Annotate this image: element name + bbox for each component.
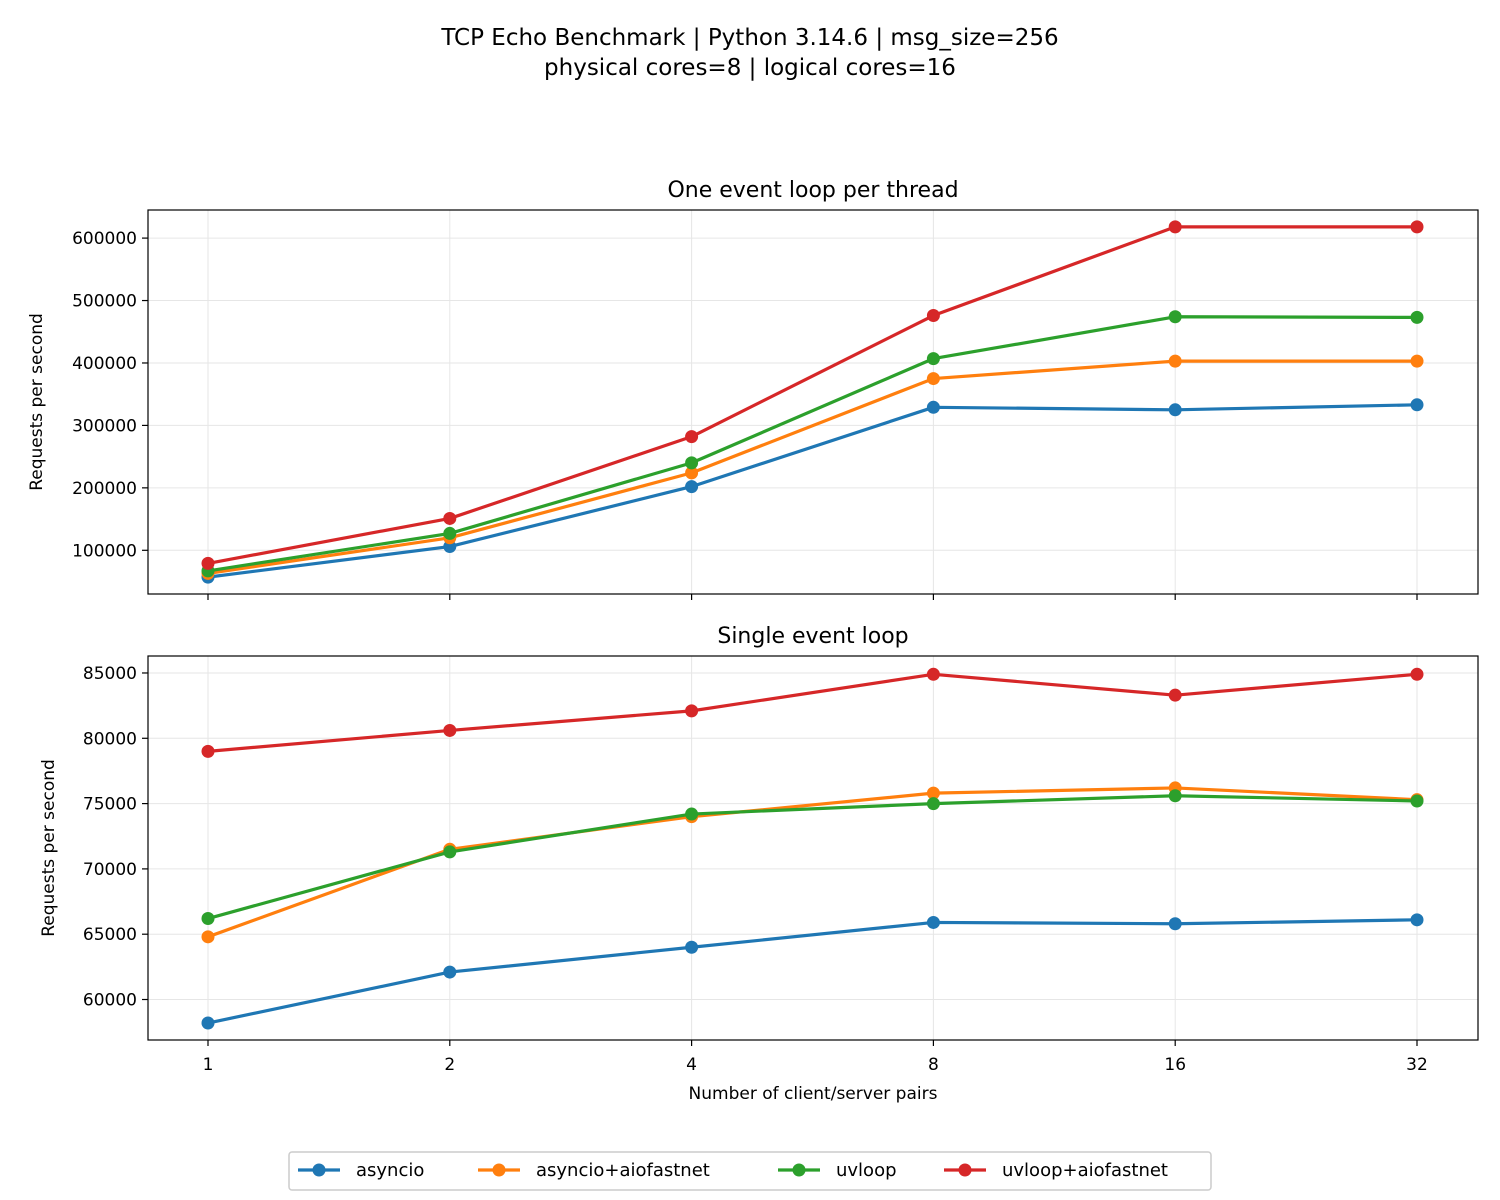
data-point-uvloop-aiofastnet	[926, 309, 940, 323]
data-point-asyncio	[926, 400, 940, 414]
data-point-uvloop-aiofastnet	[1410, 220, 1424, 234]
data-point-uvloop	[1168, 789, 1182, 803]
data-point-uvloop	[443, 845, 457, 859]
figure-title-line2: physical cores=8 | logical cores=16	[544, 55, 956, 81]
data-point-asyncio	[443, 965, 457, 979]
y-tick-label: 500000	[72, 292, 137, 312]
data-point-asyncio	[1168, 403, 1182, 417]
axes-frame	[147, 655, 1479, 1041]
data-point-asyncio	[201, 1016, 215, 1030]
data-point-asyncio	[685, 940, 699, 954]
y-tick-label: 100000	[72, 541, 137, 561]
data-point-uvloop-aiofastnet	[685, 430, 699, 444]
x-axis-label: Number of client/server pairs	[689, 1084, 938, 1104]
data-point-asyncio	[1410, 398, 1424, 412]
data-point-uvloop	[1168, 310, 1182, 324]
series-line-asyncio	[207, 403, 1418, 579]
data-point-uvloop	[685, 456, 699, 470]
y-tick-label: 70000	[83, 860, 137, 880]
y-tick-label: 600000	[72, 229, 137, 249]
figure-title-line1: TCP Echo Benchmark | Python 3.14.6 | msg…	[440, 25, 1058, 51]
x-tick-label: 8	[928, 1055, 939, 1075]
y-axis-label: Requests per second	[27, 313, 47, 491]
legend-label-uvloop: uvloop	[836, 1160, 897, 1181]
y-tick-label: 80000	[83, 729, 137, 749]
series-line-asyncio-aiofastnet	[207, 359, 1417, 575]
data-point-uvloop-aiofastnet	[443, 511, 457, 525]
axes-frame	[147, 209, 1479, 595]
data-point-uvloop	[1410, 310, 1424, 324]
y-tick-label: 75000	[83, 795, 137, 815]
data-point-asyncio-aiofastnet	[926, 372, 940, 386]
data-point-uvloop-aiofastnet	[926, 667, 940, 681]
data-point-asyncio	[1168, 917, 1182, 931]
data-point-uvloop-aiofastnet	[201, 744, 215, 758]
legend-frame	[288, 1151, 1212, 1191]
legend-marker-asyncio-aiofastnet	[492, 1163, 506, 1177]
series-line-uvloop	[207, 315, 1418, 573]
series-line-uvloop-aiofastnet	[207, 225, 1417, 565]
legend-label-uvloop-aiofastnet: uvloop+aiofastnet	[1002, 1160, 1168, 1181]
series-line-uvloop	[207, 794, 1418, 921]
legend-marker-uvloop-aiofastnet	[958, 1163, 972, 1177]
data-point-uvloop-aiofastnet	[201, 556, 215, 570]
data-point-asyncio-aiofastnet	[685, 466, 699, 480]
legend-marker-uvloop	[792, 1163, 806, 1177]
data-point-uvloop	[201, 912, 215, 926]
legend-label-asyncio: asyncio	[356, 1160, 424, 1181]
series-line-uvloop-aiofastnet	[207, 672, 1418, 753]
y-tick-label: 65000	[83, 925, 137, 945]
data-point-uvloop-aiofastnet	[1410, 667, 1424, 681]
data-point-uvloop-aiofastnet	[685, 704, 699, 718]
data-point-asyncio-aiofastnet	[201, 930, 215, 944]
data-point-asyncio	[685, 480, 699, 494]
data-point-uvloop-aiofastnet	[1168, 688, 1182, 702]
data-point-asyncio	[1410, 913, 1424, 927]
data-point-asyncio-aiofastnet	[926, 786, 940, 800]
data-point-asyncio-aiofastnet	[1410, 354, 1424, 368]
data-point-uvloop	[443, 526, 457, 540]
data-point-uvloop	[926, 797, 940, 811]
panel-title: One event loop per thread	[667, 178, 958, 203]
y-tick-label: 300000	[72, 416, 137, 436]
data-point-asyncio-aiofastnet	[1168, 354, 1182, 368]
series-line-asyncio	[207, 918, 1418, 1025]
x-tick-label: 2	[444, 1055, 455, 1075]
x-tick-label: 1	[203, 1055, 214, 1075]
data-point-uvloop-aiofastnet	[1168, 220, 1182, 234]
legend-marker-asyncio	[312, 1163, 326, 1177]
data-point-asyncio	[926, 915, 940, 929]
data-point-uvloop-aiofastnet	[443, 723, 457, 737]
legend-label-asyncio-aiofastnet: asyncio+aiofastnet	[536, 1160, 710, 1181]
x-tick-label: 4	[686, 1055, 697, 1075]
data-point-uvloop	[685, 807, 699, 821]
chart-panel-single-loop: 60000 65000 70000 75000 80000 85000 1 2 4 8 16 32 Si…	[39, 624, 1479, 1104]
y-tick-label: 400000	[72, 354, 137, 374]
y-axis-label: Requests per second	[39, 759, 59, 937]
x-tick-label: 16	[1164, 1055, 1186, 1075]
panel-title: Single event loop	[717, 624, 908, 649]
chart-legend: asyncio asyncio+aiofastnet uvloop uvloop+ai…	[288, 1151, 1212, 1191]
y-tick-label: 200000	[72, 479, 137, 499]
chart-panel-per-thread: 100000 200000 300000 400000 500000 600000 One …	[27, 178, 1479, 600]
y-tick-label: 85000	[83, 664, 137, 684]
data-point-uvloop	[926, 352, 940, 366]
y-tick-label: 60000	[83, 991, 137, 1011]
data-point-uvloop	[1410, 794, 1424, 808]
x-tick-label: 32	[1406, 1055, 1428, 1075]
